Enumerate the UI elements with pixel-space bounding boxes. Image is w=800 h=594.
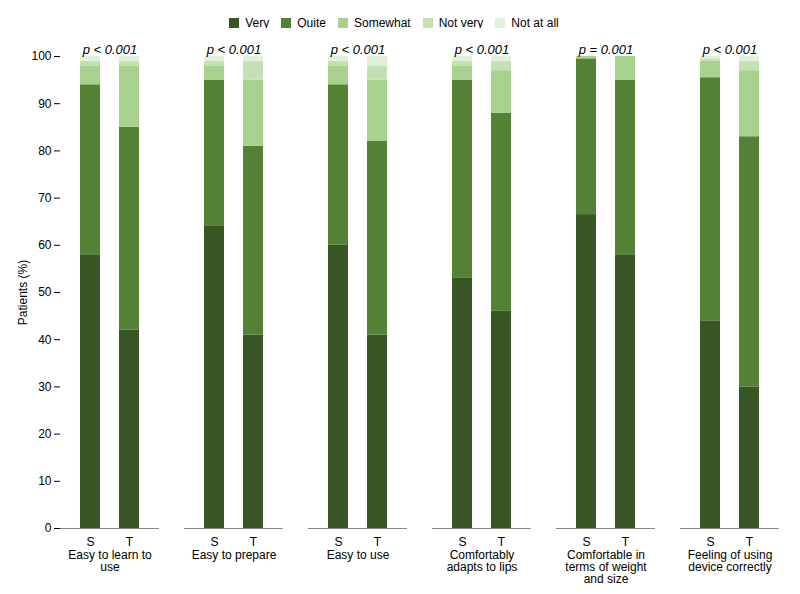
svg-text:T: T xyxy=(250,535,258,549)
svg-text:90: 90 xyxy=(38,97,52,111)
svg-text:p < 0.001: p < 0.001 xyxy=(206,42,262,57)
svg-text:70: 70 xyxy=(38,191,52,205)
svg-text:Easy to use: Easy to use xyxy=(327,548,390,562)
svg-text:S: S xyxy=(334,535,342,549)
svg-text:T: T xyxy=(126,535,134,549)
svg-text:30: 30 xyxy=(38,380,52,394)
svg-text:T: T xyxy=(374,535,382,549)
svg-text:S: S xyxy=(210,535,218,549)
svg-text:0: 0 xyxy=(45,521,52,535)
svg-text:T: T xyxy=(746,535,754,549)
html-text:Quite: Quite xyxy=(297,15,326,30)
svg-text:80: 80 xyxy=(38,144,52,158)
svg-text:p < 0.001: p < 0.001 xyxy=(330,42,386,57)
svg-text:Comfortable interms of weighta: Comfortable interms of weightand size xyxy=(565,548,647,586)
svg-text:60: 60 xyxy=(38,238,52,252)
svg-text:Easy to learn touse: Easy to learn touse xyxy=(68,548,152,574)
svg-text:20: 20 xyxy=(38,427,52,441)
svg-text:p < 0.001: p < 0.001 xyxy=(702,42,758,57)
svg-text:Easy to prepare: Easy to prepare xyxy=(192,548,277,562)
svg-text:Feeling of usingdevice correct: Feeling of usingdevice correctly xyxy=(688,548,773,574)
svg-text:Patients (%): Patients (%) xyxy=(16,260,30,325)
html-text:Not at all: Not at all xyxy=(511,15,559,30)
svg-text:p < 0.001: p < 0.001 xyxy=(82,42,138,57)
svg-text:100: 100 xyxy=(31,49,51,63)
svg-text:T: T xyxy=(498,535,506,549)
svg-text:T: T xyxy=(622,535,630,549)
html-text:Very: Very xyxy=(245,15,270,30)
svg-text:50: 50 xyxy=(38,285,52,299)
svg-text:p = 0.001: p = 0.001 xyxy=(578,42,634,57)
svg-text:S: S xyxy=(706,535,714,549)
svg-text:10: 10 xyxy=(38,474,52,488)
html-text:Somewhat: Somewhat xyxy=(354,15,411,30)
svg-text:Comfortablyadapts to lips: Comfortablyadapts to lips xyxy=(447,548,518,574)
svg-text:S: S xyxy=(86,535,94,549)
svg-text:p < 0.001: p < 0.001 xyxy=(454,42,510,57)
svg-text:S: S xyxy=(582,535,590,549)
svg-text:40: 40 xyxy=(38,333,52,347)
html-text:Not very: Not very xyxy=(438,15,484,30)
svg-text:S: S xyxy=(458,535,466,549)
